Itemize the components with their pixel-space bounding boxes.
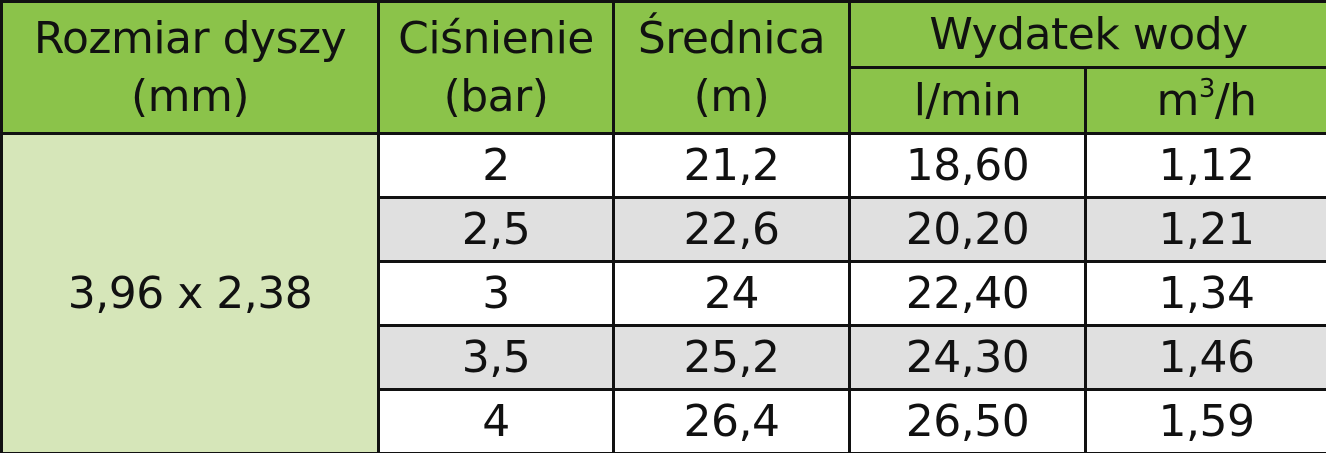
header-pressure-label: Ciśnienie [398, 12, 594, 64]
table-row: 4 26,4 26,50 1,59 [2, 388, 1326, 453]
header-nozzle-size-unit: (mm) [130, 70, 250, 122]
pressure-cell: 4 [377, 388, 615, 453]
header-unit-lmin: l/min [848, 66, 1087, 135]
pressure-cell: 2,5 [377, 196, 615, 263]
m3h-cell: 1,46 [1083, 324, 1326, 391]
diameter-cell: 26,4 [612, 388, 851, 453]
table-row: 2,5 22,6 20,20 1,21 [2, 196, 1326, 263]
header-pressure: Ciśnienie (bar) [377, 0, 615, 135]
m3h-cell: 1,12 [1083, 132, 1326, 199]
lmin-cell: 26,50 [848, 388, 1087, 453]
lmin-cell: 20,20 [848, 196, 1087, 263]
lmin-cell: 22,40 [848, 260, 1087, 327]
table-row: 3 24 22,40 1,34 [2, 260, 1326, 327]
header-diameter: Średnica (m) [612, 0, 851, 135]
diameter-cell: 25,2 [612, 324, 851, 391]
header-nozzle-size-label: Rozmiar dyszy [33, 12, 347, 64]
m3h-cell: 1,59 [1083, 388, 1326, 453]
diameter-cell: 21,2 [612, 132, 851, 199]
header-water-output: Wydatek wody [847, 0, 1326, 69]
diameter-cell: 22,6 [612, 196, 851, 263]
table-row: 3,5 25,2 24,30 1,46 [2, 324, 1326, 391]
pressure-cell: 2 [377, 132, 615, 199]
header-nozzle-size: Rozmiar dyszy (mm) [0, 0, 380, 135]
header-diameter-unit: (m) [693, 70, 770, 122]
header-unit-m3h-sup: 3 [1198, 73, 1216, 104]
m3h-cell: 1,21 [1083, 196, 1326, 263]
pressure-cell: 3 [377, 260, 615, 327]
header-unit-m3h-base: m [1156, 74, 1199, 126]
header-unit-m3h: m3/h [1083, 66, 1326, 135]
lmin-cell: 24,30 [848, 324, 1087, 391]
lmin-cell: 18,60 [848, 132, 1087, 199]
pressure-cell: 3,5 [377, 324, 615, 391]
header-row-2: l/min m3/h [2, 66, 1326, 135]
diameter-cell: 24 [612, 260, 851, 327]
m3h-cell: 1,34 [1083, 260, 1326, 327]
header-unit-m3h-tail: /h [1214, 74, 1257, 126]
nozzle-size-cell: 3,96 x 2,38 [0, 132, 380, 453]
header-row-1: Rozmiar dyszy (mm) Ciśnienie (bar) Średn… [0, 0, 1326, 135]
header-diameter-label: Średnica [637, 12, 826, 64]
header-pressure-unit: (bar) [443, 70, 549, 122]
table-row: 3,96 x 2,38 2 21,2 18,60 1,12 [0, 132, 1326, 453]
